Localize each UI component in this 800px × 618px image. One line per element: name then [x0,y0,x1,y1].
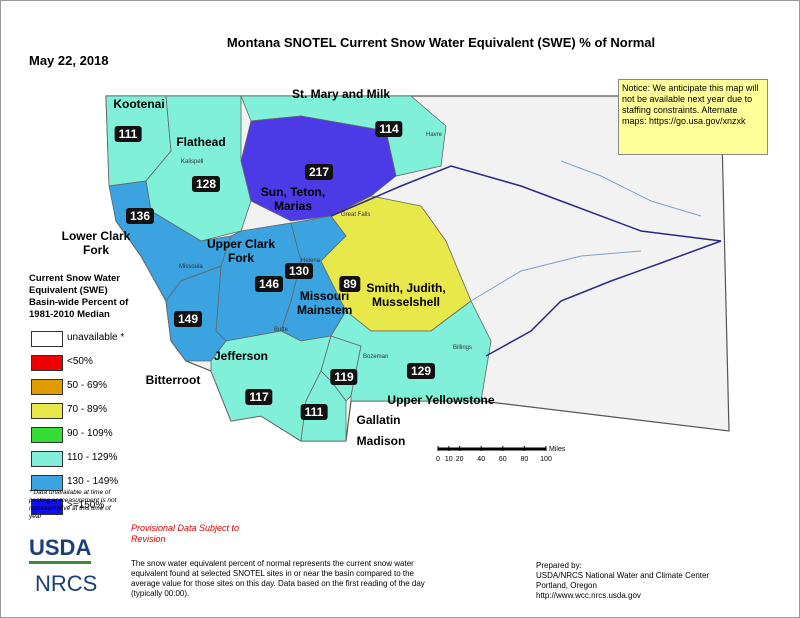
city-label: Helena [301,258,321,264]
basin-area [330,300,492,402]
prepared-line: Prepared by: [536,561,582,570]
legend-swatch [31,379,63,395]
basin-name: Upper Clark Fork [206,237,276,265]
basin-name: Missouri Mainstem [297,289,353,317]
river [470,250,642,302]
city-label: Butte [274,327,289,333]
scale-label: 10 [445,456,453,463]
basin-value: 114 [375,121,403,137]
title: Montana SNOTEL Current Snow Water Equiva… [226,35,656,50]
city-label: Missoula [179,264,203,270]
usda-logo: USDA [29,535,92,564]
city-label: Bozeman [363,354,389,360]
scale-label: 100 [540,456,552,463]
basin-name: Bitterroot [145,373,201,387]
river [560,160,702,217]
basin-value: 128 [191,176,221,192]
legend-swatch [31,451,63,467]
yellowstone-river [485,240,722,357]
basin-value: 217 [304,164,334,180]
basin-name: Jefferson [213,349,269,363]
basin-name: Lower Clark Fork [61,229,131,257]
basin-value: 130 [284,263,314,279]
basin-value: 129 [406,363,436,379]
basin-name: Upper Yellowstone [387,393,495,407]
basin-name: Smith, Judith, Musselshell [366,281,446,309]
legend-swatch [31,355,63,371]
basin-name: Flathead [176,135,226,149]
basin-name: Kootenai [113,97,165,111]
legend-label: 50 - 69% [67,380,108,391]
prepared-line: Portland, Oregon [536,581,597,590]
prepared-line: USDA/NRCS National Water and Climate Cen… [536,571,710,580]
city-label: Great Falls [341,212,371,218]
description: The snow water equivalent percent of nor… [131,559,425,598]
basin-name: Sun, Teton, Marias [260,185,326,213]
city-label: Billings [453,345,473,351]
basin-name: Gallatin [356,413,401,427]
legend-swatch [31,475,63,491]
date: May 22, 2018 [29,53,109,68]
basin-name: Madison [356,434,406,448]
scale-label: 80 [521,456,529,463]
basin-name: St. Mary and Milk [291,87,391,101]
missouri-river [330,165,722,242]
legend-label: 90 - 109% [67,428,113,439]
legend-label: 110 - 129% [67,452,118,463]
legend-label: <50% [67,356,93,367]
prepared-by: Prepared by: USDA/NRCS National Water an… [536,561,709,601]
scale-label: 60 [499,456,507,463]
legend-label: 130 - 149% [67,476,119,487]
nrcs-logo: NRCS [35,571,98,596]
basin-value: 146 [254,276,284,292]
scale-label: 0 [436,456,440,463]
legend-label: unavailable * [67,332,125,343]
basin-value: 149 [173,311,203,327]
city-label: Havre [426,132,443,138]
scale-label: 20 [456,456,464,463]
basin-value: 89 [339,276,361,292]
basin-value: 117 [245,389,273,405]
basin-value: 119 [330,369,358,385]
scale-label: 40 [477,456,485,463]
provisional-note: Provisional Data Subject to Revision [131,523,240,544]
city-label: Kalispell [181,159,204,165]
legend-title: Current Snow Water Equivalent (SWE) Basi… [29,273,129,320]
legend-swatch [31,427,63,443]
basin-value: 136 [125,208,155,224]
legend-swatch [31,403,63,419]
basin-area [145,95,252,242]
basin-value: 111 [300,404,328,420]
legend-label: 70 - 89% [67,404,108,415]
legend-label: >=150% [67,500,105,511]
legend-swatch [31,499,63,515]
legend-footnote: * Data unavailable at time of posting or… [29,489,117,520]
prepared-line: http://www.wcc.nrcs.usda.gov [536,591,641,600]
basin-value: 111 [114,126,142,142]
scale-unit: Miles [549,446,566,453]
notice: Notice: We anticipate this map will not … [618,79,768,155]
legend-swatch [31,331,63,347]
